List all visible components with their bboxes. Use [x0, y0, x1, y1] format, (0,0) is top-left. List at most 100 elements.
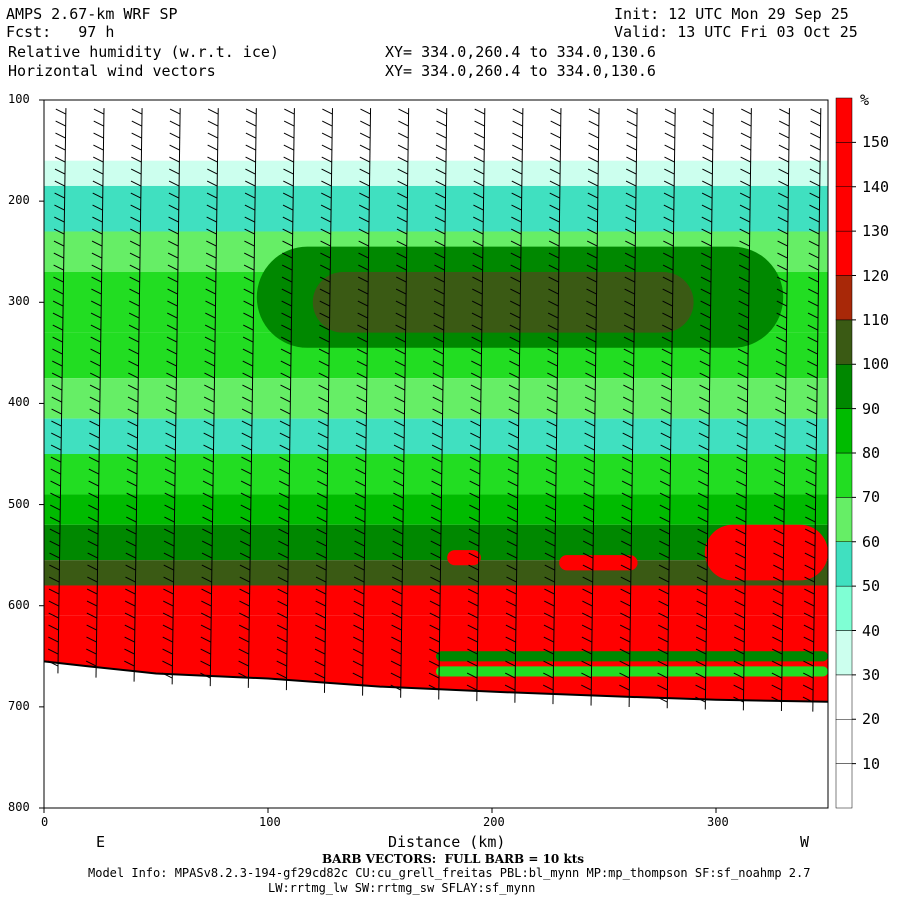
- wind-barb-flags: [124, 108, 143, 667]
- colorbar-segment: [835, 763, 853, 809]
- valid-time: Valid: 13 UTC Fri 03 Oct 25: [614, 23, 858, 41]
- rh-patch: [312, 271, 694, 333]
- wind-barb-flags: [276, 108, 295, 679]
- wind-barb-flags: [162, 108, 181, 679]
- y-tick-label: 700: [8, 698, 30, 713]
- terrain-surface-line: [43, 660, 829, 703]
- wind-barb-staff: [742, 108, 752, 711]
- colorbar-segment: [835, 719, 853, 764]
- wind-barb-staff: [704, 108, 714, 710]
- init-time: Init: 12 UTC Mon 29 Sep 25: [614, 5, 849, 23]
- rh-patch: [436, 666, 828, 677]
- x-tick-label: 300: [707, 815, 729, 829]
- y-tick-label: 200: [8, 193, 30, 208]
- terrain-mask: [44, 661, 828, 808]
- y-tick-label: 300: [8, 294, 30, 309]
- wind-barb-staff: [133, 108, 143, 682]
- colorbar-label: 70: [862, 488, 881, 507]
- rh-patch: [436, 651, 828, 662]
- rh-patch: [559, 555, 638, 571]
- x-tick-label: 200: [483, 815, 505, 829]
- colorbar-label: 140: [862, 177, 890, 196]
- colorbar-label: 130: [862, 222, 890, 241]
- cross-section-coords-1: XY= 334.0,260.4 to 334.0,130.6: [385, 43, 656, 61]
- y-tick-label: 400: [8, 395, 30, 410]
- wind-barb-staff: [476, 108, 486, 702]
- rh-band: [44, 585, 828, 616]
- colorbar-label: 120: [862, 266, 890, 285]
- wind-barb-flags: [733, 108, 752, 703]
- wind-barb-flags: [238, 108, 257, 679]
- wind-barb-staff: [812, 108, 822, 712]
- colorbar-segment: [835, 674, 853, 720]
- wind-barb-staff: [95, 108, 105, 678]
- colorbar-label: 30: [862, 665, 881, 684]
- colorbar-label: 80: [862, 444, 881, 462]
- forecast-hour: Fcst: 97 h: [6, 23, 115, 41]
- rh-band: [44, 494, 828, 525]
- colorbar-label: 100: [862, 355, 890, 374]
- rh-patch: [447, 550, 481, 566]
- wind-barb-flags: [314, 108, 333, 679]
- colorbar-segment: [835, 142, 853, 187]
- colorbar-segment: [835, 541, 853, 587]
- wind-barb-flags: [581, 108, 600, 691]
- wind-barb-staff: [400, 108, 410, 698]
- field-name-rh: Relative humidity (w.r.t. ice): [8, 43, 279, 61]
- rh-band: [44, 454, 828, 495]
- colorbar-label: 90: [862, 399, 881, 418]
- wind-barb-flags: [390, 108, 409, 691]
- colorbar-segment: [835, 186, 853, 232]
- field-name-wind: Horizontal wind vectors: [8, 62, 216, 80]
- plot-frame: [43, 99, 829, 809]
- wind-barb-flags: [542, 108, 562, 691]
- x-end-label-left: E: [96, 833, 106, 851]
- x-axis-label: Distance (km): [388, 833, 506, 851]
- wind-barb-staff: [780, 108, 790, 712]
- colorbar-label: 50: [862, 577, 881, 596]
- wind-barb-flags: [504, 108, 524, 691]
- wind-barb-flags: [619, 108, 638, 691]
- barb-note: BARB VECTORS: FULL BARB = 10 kts: [322, 852, 585, 866]
- rh-band: [44, 100, 828, 161]
- y-tick-label: 500: [8, 496, 30, 511]
- wind-barb-staff: [666, 108, 676, 709]
- wind-barb-flags: [695, 108, 714, 703]
- colorbar-label: 40: [862, 621, 881, 640]
- rh-band: [44, 560, 828, 586]
- colorbar-segment: [835, 630, 853, 676]
- colorbar-unit: %: [860, 91, 870, 109]
- wind-barb-flags: [200, 108, 219, 679]
- y-tick-label: 100: [8, 92, 30, 106]
- colorbar-label: 20: [862, 710, 881, 729]
- wind-barb-staff: [552, 108, 562, 705]
- wind-barb-flags: [771, 108, 790, 703]
- rh-band: [44, 418, 828, 454]
- wind-barb-flags: [85, 108, 105, 667]
- wind-barb-staff: [285, 108, 295, 691]
- colorbar-label: 110: [862, 310, 890, 329]
- wind-barb-staff: [57, 108, 67, 674]
- wind-barb-staff: [323, 108, 333, 693]
- x-tick-label: 0: [41, 815, 49, 829]
- wind-barb-flags: [47, 108, 67, 667]
- model-info-2: LW:rrtmg_lw SW:rrtmg_sw SFLAY:sf_mynn: [268, 881, 536, 895]
- cross-section-coords-2: XY= 334.0,260.4 to 334.0,130.6: [385, 62, 656, 80]
- colorbar-segment: [835, 452, 853, 498]
- wind-barb-flags: [657, 108, 676, 703]
- wind-barb-flags: [466, 108, 485, 691]
- rh-patch: [704, 524, 828, 581]
- colorbar-segment: [835, 408, 853, 454]
- wind-barb-flags: [428, 108, 447, 691]
- wind-barb-flags: [352, 108, 371, 679]
- wind-barb-staff: [438, 108, 448, 700]
- model-info: Model Info: MPASv8.2.3-194-gf29cd82c CU:…: [88, 866, 811, 880]
- x-tick-label: 100: [259, 815, 281, 829]
- colorbar-label: 150: [862, 133, 890, 152]
- colorbar-label: 10: [862, 754, 881, 773]
- model-title: AMPS 2.67-km WRF SP: [6, 5, 178, 23]
- x-end-label-right: W: [800, 833, 810, 851]
- y-tick-label: 600: [8, 597, 30, 612]
- colorbar-segment: [835, 364, 853, 409]
